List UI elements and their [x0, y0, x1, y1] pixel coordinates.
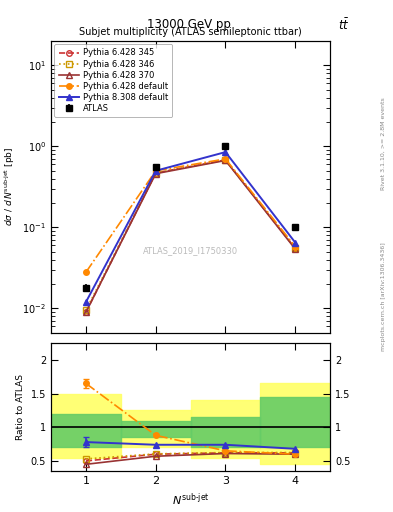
Pythia 6.428 370: [84, 309, 88, 315]
Title: Subjet multiplicity (ATLAS semileptonic ttbar): Subjet multiplicity (ATLAS semileptonic …: [79, 28, 302, 37]
Line: Pythia 6.428 370: Pythia 6.428 370: [83, 158, 298, 315]
Pythia 6.428 345: [223, 157, 228, 163]
Pythia 6.428 370: [153, 170, 158, 177]
Text: mcplots.cern.ch [arXiv:1306.3436]: mcplots.cern.ch [arXiv:1306.3436]: [381, 243, 386, 351]
Pythia 6.428 default: [84, 269, 88, 275]
Pythia 6.428 345: [153, 170, 158, 176]
Pythia 8.308 default: [153, 168, 158, 174]
Pythia 8.308 default: [84, 299, 88, 305]
Pythia 6.428 370: [223, 157, 228, 163]
Pythia 6.428 346: [84, 307, 88, 313]
Legend: Pythia 6.428 345, Pythia 6.428 346, Pythia 6.428 370, Pythia 6.428 default, Pyth: Pythia 6.428 345, Pythia 6.428 346, Pyth…: [54, 45, 172, 117]
Pythia 8.308 default: [293, 240, 298, 246]
Pythia 6.428 default: [153, 168, 158, 174]
Pythia 6.428 345: [84, 309, 88, 315]
Line: Pythia 6.428 default: Pythia 6.428 default: [83, 156, 298, 275]
Pythia 6.428 346: [223, 157, 228, 163]
Pythia 8.308 default: [223, 149, 228, 155]
Pythia 6.428 345: [293, 245, 298, 251]
Line: Pythia 6.428 345: Pythia 6.428 345: [83, 157, 298, 315]
Pythia 6.428 346: [293, 245, 298, 251]
Pythia 6.428 370: [293, 246, 298, 252]
Y-axis label: Ratio to ATLAS: Ratio to ATLAS: [16, 374, 25, 440]
Y-axis label: $d\sigma$ / $d\,N^{\rm sub\text{-}jet}$ [pb]: $d\sigma$ / $d\,N^{\rm sub\text{-}jet}$ …: [2, 147, 17, 226]
Pythia 6.428 default: [223, 156, 228, 162]
Text: ATLAS_2019_I1750330: ATLAS_2019_I1750330: [143, 247, 238, 255]
X-axis label: $N^{\rm sub\text{-}jet}$: $N^{\rm sub\text{-}jet}$: [172, 492, 209, 508]
Pythia 6.428 346: [153, 170, 158, 176]
Line: Pythia 6.428 346: Pythia 6.428 346: [83, 157, 298, 313]
Pythia 6.428 default: [293, 244, 298, 250]
Text: 13000 GeV pp: 13000 GeV pp: [147, 18, 231, 31]
Text: Rivet 3.1.10, >= 2.8M events: Rivet 3.1.10, >= 2.8M events: [381, 97, 386, 190]
Text: $t\bar{t}$: $t\bar{t}$: [338, 18, 350, 33]
Line: Pythia 8.308 default: Pythia 8.308 default: [83, 150, 298, 305]
